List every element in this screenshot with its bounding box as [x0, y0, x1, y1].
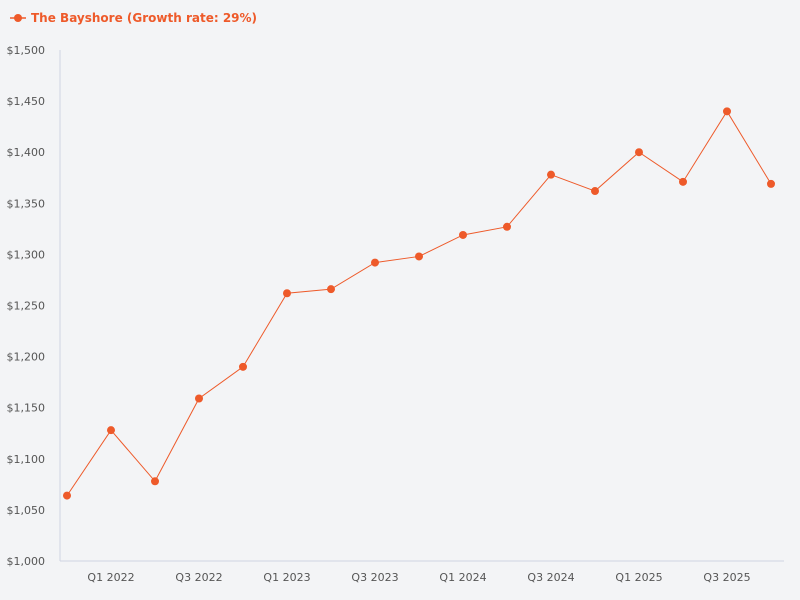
data-point[interactable]: [547, 170, 555, 179]
data-point[interactable]: [371, 258, 379, 267]
data-point[interactable]: [327, 285, 335, 294]
x-tick-label: Q3 2023: [351, 571, 398, 584]
x-tick-label: Q1 2024: [439, 571, 486, 584]
x-tick-label: Q1 2022: [87, 571, 134, 584]
data-point[interactable]: [239, 362, 247, 371]
y-tick-label: $1,250: [7, 300, 46, 313]
data-point[interactable]: [503, 222, 511, 231]
y-tick-label: $1,400: [7, 146, 46, 159]
x-tick-label: Q1 2023: [263, 571, 310, 584]
data-point[interactable]: [63, 491, 71, 500]
data-point[interactable]: [151, 477, 159, 486]
data-point[interactable]: [679, 177, 687, 186]
legend-label: The Bayshore (Growth rate: 29%): [31, 11, 257, 25]
y-tick-label: $1,050: [7, 504, 46, 517]
data-point[interactable]: [283, 289, 291, 298]
data-point[interactable]: [591, 187, 599, 196]
series-group: [63, 107, 775, 500]
legend[interactable]: The Bayshore (Growth rate: 29%): [10, 11, 257, 25]
y-tick-label: $1,150: [7, 402, 46, 415]
x-tick-label: Q3 2025: [703, 571, 750, 584]
data-point[interactable]: [635, 148, 643, 157]
x-tick-label: Q1 2025: [615, 571, 662, 584]
axes: [59, 50, 784, 562]
data-point[interactable]: [459, 230, 467, 239]
x-tick-label: Q3 2024: [527, 571, 574, 584]
data-point[interactable]: [195, 394, 203, 403]
x-tick-label: Q3 2022: [175, 571, 222, 584]
y-tick-label: $1,500: [7, 44, 46, 57]
y-tick-label: $1,300: [7, 248, 46, 261]
series-line: [66, 110, 772, 496]
y-tick-label: $1,450: [7, 95, 46, 108]
y-tick-label: $1,000: [7, 555, 46, 568]
data-point[interactable]: [767, 179, 775, 188]
y-tick-label: $1,100: [7, 453, 46, 466]
legend-dot-marker: [14, 14, 22, 22]
y-tick-label: $1,200: [7, 351, 46, 364]
data-point[interactable]: [723, 107, 731, 116]
x-axis-ticks: Q1 2022 Q3 2022 Q1 2023 Q3 2023 Q1 2024 Q3 20…: [87, 571, 750, 584]
data-point[interactable]: [107, 426, 115, 435]
y-tick-label: $1,350: [7, 197, 46, 210]
y-axis-ticks: $1,000 $1,050 $1,100 $1,150 $1,200 $1,250 $1,3…: [7, 44, 46, 568]
data-point[interactable]: [415, 252, 423, 261]
